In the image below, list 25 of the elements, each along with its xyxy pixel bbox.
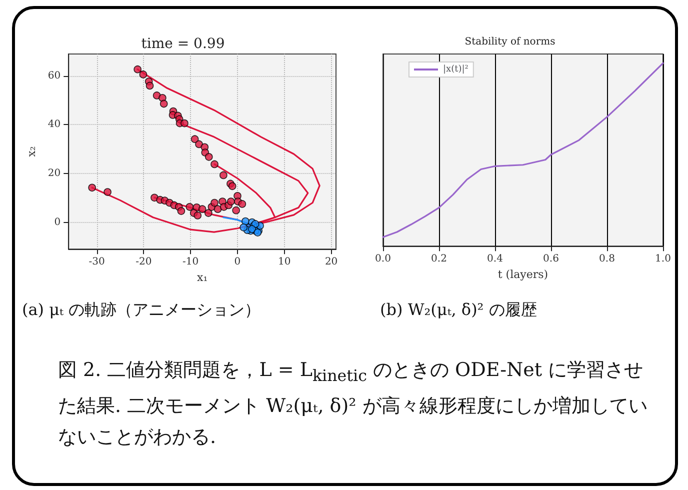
x-tick-label: 0 — [234, 256, 241, 268]
y-tick-label: 60 — [48, 70, 61, 82]
x-tick-label: -20 — [136, 256, 152, 268]
text: (a) μₜ の軌跡（アニメーション） — [22, 300, 261, 321]
y-tick-label: 40 — [48, 119, 61, 130]
y-axis-title: x₂ — [25, 146, 38, 157]
x-tick-label: 0.4 — [487, 254, 503, 265]
x-tick-label: 0.8 — [599, 254, 615, 265]
chart-title: Stability of norms — [464, 36, 556, 48]
x-tick-label: 0.2 — [431, 254, 447, 265]
y-tick-label: 20 — [48, 168, 61, 179]
legend-label: |x(t)|² — [443, 64, 469, 74]
chart-title: time = 0.99 — [141, 36, 225, 52]
caption: 図 2. 二値分類問題を，L = L$_{kinetic}$ のときの ODE-Net に学習させた結果. 二次モーメント W₂(μₜ, δ)² が高々線形程度にしか増加していないことがわかる. — [58, 358, 648, 450]
x-axis-title: t (layers) — [498, 268, 548, 281]
x-tick-label: -10 — [182, 256, 199, 268]
x-tick-label: 0.6 — [543, 254, 559, 265]
x-tick-label: 20 — [324, 256, 338, 268]
x-axis-title: x₁ — [197, 271, 208, 284]
x-tick-label: -30 — [88, 256, 105, 268]
x-tick-label: 0.0 — [375, 254, 391, 265]
x-tick-label: 10 — [278, 256, 291, 268]
x-tick-label: 1.0 — [655, 254, 671, 265]
text: (b) W₂(μₜ, δ)² の履歴 — [380, 300, 537, 321]
y-tick-label: 0 — [54, 216, 61, 228]
